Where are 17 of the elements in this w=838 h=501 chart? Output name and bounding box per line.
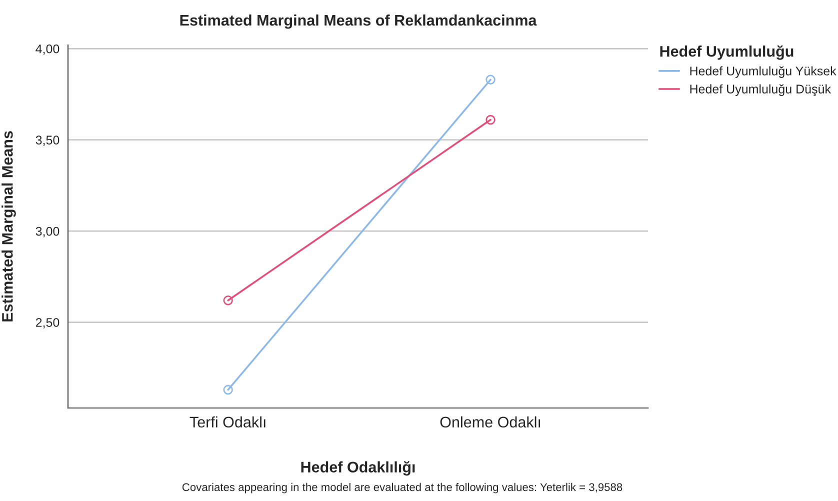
x-axis-title: Hedef Odaklılığı [301,461,415,476]
y-tick-label: 2,50 [36,318,60,328]
point [486,74,496,85]
legend-label: Hedef Uyumluluğu Yüksek [690,66,836,78]
text: Covariates appearing in the model are evaluated at the following values: Yeterlik = 3,9588 [182,482,622,494]
legend-label: Hedef Uyumluluğu Düşük [690,84,832,96]
y-tick-label: 4,00 [36,44,60,55]
point [223,296,233,306]
legend-title: Hedef Uyumluluğu [660,45,794,60]
y-tick-label: 3,50 [36,136,60,146]
x-tick-label: Terfi Odaklı [190,416,266,428]
chart-title: Estimated Marginal Means of Reklamdankacinma [180,14,537,29]
y-tick-label: 3,00 [36,226,60,238]
point [486,114,496,125]
point [223,384,233,395]
y-axis-title: Estimated Marginal Means [2,131,16,322]
x-tick-label: Onleme Odaklı [440,416,540,428]
